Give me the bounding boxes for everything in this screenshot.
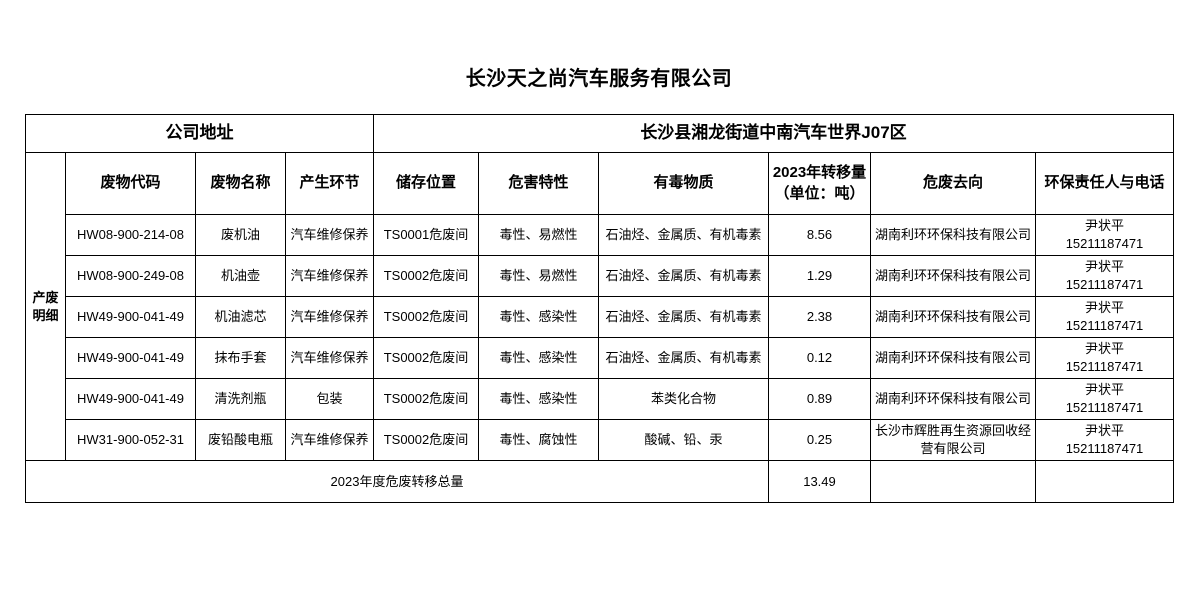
waste-name: 机油滤芯 xyxy=(195,296,286,338)
table-row: HW49-900-041-49 抹布手套 汽车维修保养 TS0002危废间 毒性… xyxy=(26,337,1174,379)
responsible-contact: 尹状平 15211187471 xyxy=(1035,419,1174,461)
transfer-amount: 0.12 xyxy=(768,337,871,379)
waste-name: 废铅酸电瓶 xyxy=(195,419,286,461)
column-header-transfer-amount: 2023年转移量 （单位：吨） xyxy=(768,152,871,215)
column-header-waste-destination: 危废去向 xyxy=(870,152,1036,215)
company-address-label: 公司地址 xyxy=(25,114,374,153)
contact-name: 尹状平 xyxy=(1084,300,1124,316)
waste-code: HW08-900-214-08 xyxy=(65,214,196,256)
waste-transfer-table: 公司地址 长沙县湘龙街道中南汽车世界J07区 产废明细 废物代码 废物名称 产生… xyxy=(25,114,1174,503)
waste-name: 抹布手套 xyxy=(195,337,286,379)
generation-stage: 汽车维修保养 xyxy=(285,214,374,256)
waste-name: 机油壶 xyxy=(195,255,286,297)
hazard-characteristics: 毒性、感染性 xyxy=(478,296,599,338)
storage-location: TS0002危废间 xyxy=(373,255,479,297)
waste-destination: 长沙市辉胜再生资源回收经营有限公司 xyxy=(870,419,1036,461)
generation-stage: 汽车维修保养 xyxy=(285,255,374,297)
waste-destination: 湖南利环环保科技有限公司 xyxy=(870,337,1036,379)
storage-location: TS0002危废间 xyxy=(373,337,479,379)
toxic-substances: 石油烃、金属质、有机毒素 xyxy=(598,214,769,256)
waste-code: HW49-900-041-49 xyxy=(65,296,196,338)
column-header-storage-location: 储存位置 xyxy=(373,152,479,215)
generation-stage: 汽车维修保养 xyxy=(285,419,374,461)
column-header-waste-code: 废物代码 xyxy=(65,152,196,215)
contact-phone: 15211187471 xyxy=(1065,400,1144,415)
toxic-substances: 石油烃、金属质、有机毒素 xyxy=(598,255,769,297)
storage-location: TS0002危废间 xyxy=(373,296,479,338)
contact-name: 尹状平 xyxy=(1084,382,1124,398)
waste-code: HW49-900-041-49 xyxy=(65,337,196,379)
table-row: HW08-900-249-08 机油壶 汽车维修保养 TS0002危废间 毒性、… xyxy=(26,255,1174,297)
waste-name: 废机油 xyxy=(195,214,286,256)
table-row: HW49-900-041-49 机油滤芯 汽车维修保养 TS0002危废间 毒性… xyxy=(26,296,1174,338)
contact-name: 尹状平 xyxy=(1084,218,1124,234)
section-header-waste-details: 产废明细 xyxy=(25,152,66,461)
responsible-contact: 尹状平 15211187471 xyxy=(1035,255,1174,297)
total-transfer-amount: 13.49 xyxy=(768,460,871,503)
storage-location: TS0001危废间 xyxy=(373,214,479,256)
hazard-characteristics: 毒性、腐蚀性 xyxy=(478,419,599,461)
empty-destination-cell xyxy=(870,460,1036,503)
table-header-row: 产废明细 废物代码 废物名称 产生环节 储存位置 危害特性 有毒物质 2023年… xyxy=(25,152,1174,461)
transfer-amount: 0.89 xyxy=(768,378,871,420)
waste-code: HW31-900-052-31 xyxy=(65,419,196,461)
storage-location: TS0002危废间 xyxy=(373,419,479,461)
hazard-characteristics: 毒性、易燃性 xyxy=(478,214,599,256)
contact-phone: 15211187471 xyxy=(1065,359,1144,374)
company-address-value: 长沙县湘龙街道中南汽车世界J07区 xyxy=(373,114,1174,153)
transfer-amount: 8.56 xyxy=(768,214,871,256)
column-header-hazard-characteristics: 危害特性 xyxy=(478,152,599,215)
table-row: HW49-900-041-49 清洗剂瓶 包装 TS0002危废间 毒性、感染性… xyxy=(26,378,1174,420)
contact-phone: 15211187471 xyxy=(1065,277,1144,292)
waste-name: 清洗剂瓶 xyxy=(195,378,286,420)
hazard-characteristics: 毒性、感染性 xyxy=(478,378,599,420)
responsible-contact: 尹状平 15211187471 xyxy=(1035,214,1174,256)
waste-destination: 湖南利环环保科技有限公司 xyxy=(870,296,1036,338)
responsible-contact: 尹状平 15211187471 xyxy=(1035,378,1174,420)
contact-name: 尹状平 xyxy=(1084,259,1124,275)
waste-destination: 湖南利环环保科技有限公司 xyxy=(870,378,1036,420)
contact-name: 尹状平 xyxy=(1084,423,1124,439)
column-header-generation-stage: 产生环节 xyxy=(285,152,374,215)
generation-stage: 汽车维修保养 xyxy=(285,296,374,338)
table-row: HW31-900-052-31 废铅酸电瓶 汽车维修保养 TS0002危废间 毒… xyxy=(26,419,1174,461)
waste-code: HW49-900-041-49 xyxy=(65,378,196,420)
toxic-substances: 石油烃、金属质、有机毒素 xyxy=(598,337,769,379)
transfer-amount: 2.38 xyxy=(768,296,871,338)
table-row: HW08-900-214-08 废机油 汽车维修保养 TS0001危废间 毒性、… xyxy=(26,214,1174,256)
waste-destination: 湖南利环环保科技有限公司 xyxy=(870,214,1036,256)
contact-phone: 15211187471 xyxy=(1065,441,1144,456)
column-header-waste-name: 废物名称 xyxy=(195,152,286,215)
column-header-responsible-contact: 环保责任人与电话 xyxy=(1035,152,1174,215)
total-label: 2023年度危废转移总量 xyxy=(25,460,769,503)
responsible-contact: 尹状平 15211187471 xyxy=(1035,337,1174,379)
waste-code: HW08-900-249-08 xyxy=(65,255,196,297)
company-address-row: 公司地址 长沙县湘龙街道中南汽车世界J07区 xyxy=(25,114,1174,153)
contact-phone: 15211187471 xyxy=(1065,318,1144,333)
transfer-amount: 1.29 xyxy=(768,255,871,297)
generation-stage: 包装 xyxy=(285,378,374,420)
transfer-amount: 0.25 xyxy=(768,419,871,461)
page-title: 长沙天之尚汽车服务有限公司 xyxy=(465,68,733,90)
responsible-contact: 尹状平 15211187471 xyxy=(1035,296,1174,338)
total-row: 2023年度危废转移总量 13.49 xyxy=(25,460,1174,503)
empty-contact-cell xyxy=(1035,460,1174,503)
column-header-toxic-substances: 有毒物质 xyxy=(598,152,769,215)
storage-location: TS0002危废间 xyxy=(373,378,479,420)
hazard-characteristics: 毒性、感染性 xyxy=(478,337,599,379)
generation-stage: 汽车维修保养 xyxy=(285,337,374,379)
toxic-substances: 苯类化合物 xyxy=(598,378,769,420)
toxic-substances: 石油烃、金属质、有机毒素 xyxy=(598,296,769,338)
toxic-substances: 酸碱、铅、汞 xyxy=(598,419,769,461)
contact-name: 尹状平 xyxy=(1084,341,1124,357)
hazard-characteristics: 毒性、易燃性 xyxy=(478,255,599,297)
contact-phone: 15211187471 xyxy=(1065,236,1144,251)
waste-destination: 湖南利环环保科技有限公司 xyxy=(870,255,1036,297)
